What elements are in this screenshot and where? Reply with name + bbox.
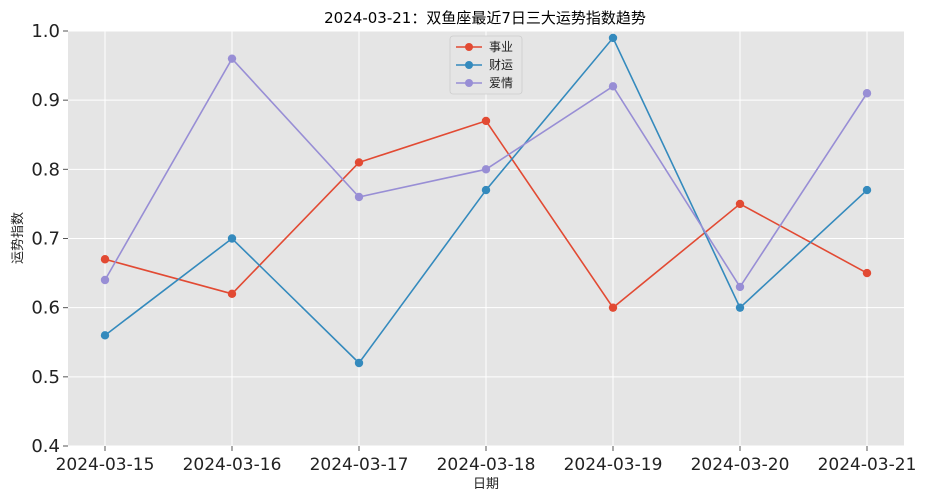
data-point <box>100 255 110 264</box>
data-point <box>862 268 872 278</box>
data-point <box>862 185 872 195</box>
series-1 <box>100 33 872 368</box>
grid-lines <box>68 30 904 447</box>
data-point <box>481 165 491 174</box>
data-point <box>227 289 237 299</box>
y-tick-label: 0.8 <box>31 159 60 180</box>
series-2 <box>100 54 872 292</box>
y-axis-label: 运势指数 <box>10 212 26 264</box>
y-tick-label: 0.6 <box>31 298 60 319</box>
data-point <box>608 82 618 91</box>
y-tick-label: 0.9 <box>31 90 60 111</box>
data-point <box>354 192 364 202</box>
x-axis-label: 日期 <box>473 477 499 492</box>
x-tick-label: 2024-03-20 <box>691 455 790 475</box>
x-axis-ticks: 2024-03-15 2024-03-16 2024-03-17 2024-03-18… <box>56 446 917 475</box>
data-point <box>608 303 618 312</box>
x-tick-label: 2024-03-15 <box>56 455 155 475</box>
x-tick-label: 2024-03-21 <box>818 455 917 475</box>
data-point <box>608 33 618 43</box>
data-point <box>227 54 237 63</box>
data-point <box>735 303 745 312</box>
legend-label: 事业 <box>489 40 513 54</box>
data-point <box>481 116 491 126</box>
x-tick-label: 2024-03-16 <box>183 455 282 475</box>
y-axis-ticks: 0.4 0.5 0.6 0.7 0.8 0.9 1.0 <box>31 21 68 457</box>
x-tick-label: 2024-03-17 <box>310 455 409 475</box>
data-point <box>227 234 237 243</box>
legend-label: 爱情 <box>489 76 513 90</box>
data-point <box>100 331 110 340</box>
y-tick-label: 1.0 <box>31 21 60 42</box>
data-point <box>354 158 364 167</box>
data-point <box>735 199 745 209</box>
legend-marker <box>465 43 473 51</box>
legend-marker <box>465 79 473 87</box>
data-point <box>354 358 364 368</box>
data-point <box>735 282 745 292</box>
x-tick-label: 2024-03-19 <box>564 455 663 475</box>
data-point <box>481 185 491 195</box>
y-tick-label: 0.4 <box>31 436 60 457</box>
chart-title: 2024-03-21：双鱼座最近7日三大运势指数趋势 <box>324 9 646 27</box>
y-tick-label: 0.7 <box>31 229 60 250</box>
data-point <box>100 275 110 285</box>
legend-marker <box>465 61 473 69</box>
x-tick-label: 2024-03-18 <box>437 455 536 475</box>
legend-label: 财运 <box>489 58 513 72</box>
data-point <box>862 89 872 98</box>
series-0 <box>100 116 872 312</box>
series-group <box>100 33 872 368</box>
y-tick-label: 0.5 <box>31 367 60 388</box>
